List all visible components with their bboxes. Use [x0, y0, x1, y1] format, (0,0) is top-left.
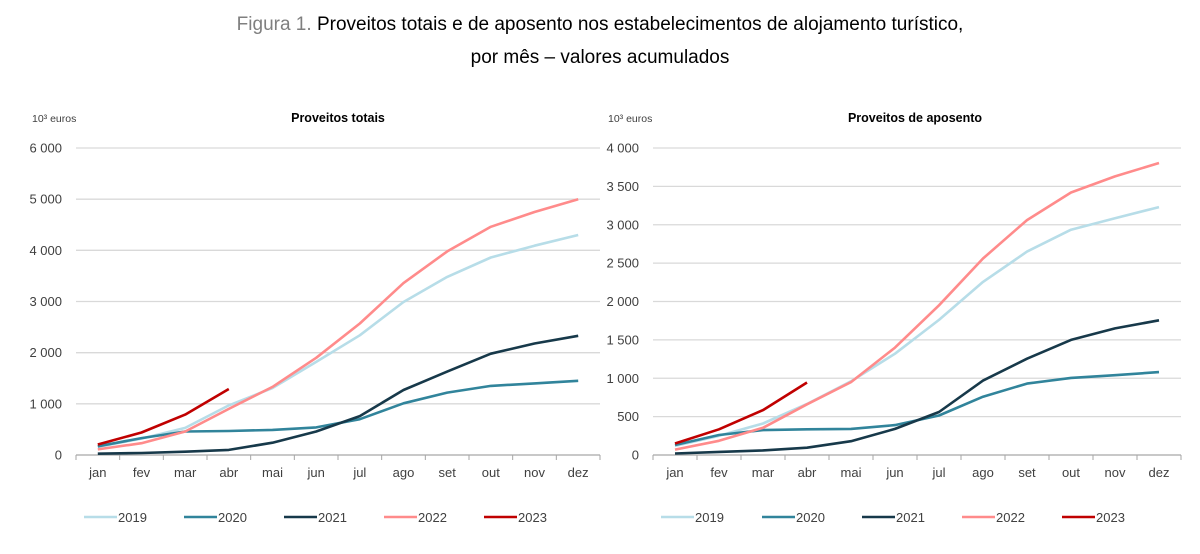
y-tick-label: 500 — [617, 409, 639, 424]
x-tick-label: jun — [306, 465, 324, 480]
x-tick-label: abr — [798, 465, 817, 480]
x-tick-label: mai — [841, 465, 862, 480]
legend-label-2020: 2020 — [796, 510, 825, 525]
series-line-2022 — [674, 161, 1160, 451]
x-tick-label: jul — [352, 465, 366, 480]
legend-label-2022: 2022 — [996, 510, 1025, 525]
series-line-2021 — [97, 334, 579, 455]
series-line-2019 — [97, 233, 579, 449]
series-line-2022 — [97, 197, 579, 451]
figure-title: Figura 1. Proveitos totais e de aposento… — [0, 8, 1200, 74]
figure-number: Figura 1. — [236, 14, 312, 35]
chart-proveitos-totais: 10³ euros Proveitos totais 0 1 000 2 000 3 … — [29, 111, 601, 525]
x-tick-label: abr — [219, 465, 238, 480]
y-tick-label: 3 500 — [606, 179, 639, 194]
x-tick-label: nov — [524, 465, 545, 480]
x-tick-label: nov — [1105, 465, 1126, 480]
x-tick-label: out — [482, 465, 500, 480]
y-tick-label: 4 000 — [29, 243, 62, 258]
y-tick-label: 2 000 — [29, 345, 62, 360]
y-tick-label: 3 000 — [29, 294, 62, 309]
x-tick-label: fev — [133, 465, 151, 480]
series-line-2023 — [97, 387, 230, 446]
y-tick-label: 5 000 — [29, 192, 62, 207]
series-line-2023 — [674, 381, 808, 445]
legend-label-2021: 2021 — [896, 510, 925, 525]
chart-title: Proveitos totais — [291, 111, 385, 125]
x-tick-label: dez — [568, 465, 589, 480]
y-tick-label: 2 000 — [606, 294, 639, 309]
x-axis: jan fev mar abr mai jun jul ago set out nov dez — [75, 454, 601, 480]
legend: 2019 2020 2021 2022 2023 — [661, 510, 1125, 525]
gridlines — [653, 147, 1181, 418]
legend-label-2022: 2022 — [418, 510, 447, 525]
chart-title: Proveitos de aposento — [848, 111, 982, 125]
legend-label-2019: 2019 — [695, 510, 724, 525]
series-line-2019 — [674, 205, 1160, 448]
y-axis-ticks: 0 1 000 2 000 3 000 4 000 5 000 6 000 — [29, 141, 62, 463]
series-lines — [97, 197, 579, 455]
x-tick-label: set — [438, 465, 456, 480]
x-tick-label: out — [1062, 465, 1080, 480]
chart-proveitos-de-aposento: 10³ euros Proveitos de aposento 0 500 1 00… — [606, 111, 1182, 525]
series-lines — [674, 161, 1160, 455]
x-tick-label: fev — [710, 465, 728, 480]
x-tick-label: mar — [174, 465, 197, 480]
x-tick-label: ago — [393, 465, 415, 480]
x-tick-label: set — [1018, 465, 1036, 480]
x-tick-label: mar — [752, 465, 775, 480]
x-tick-label: ago — [972, 465, 994, 480]
x-tick-label: jul — [931, 465, 945, 480]
figure-title-text: Proveitos totais e de aposento nos estab… — [316, 14, 964, 35]
x-tick-label: mai — [262, 465, 283, 480]
legend-label-2023: 2023 — [518, 510, 547, 525]
legend-label-2019: 2019 — [118, 510, 147, 525]
legend: 2019 2020 2021 2022 2023 — [84, 510, 547, 525]
y-axis-ticks: 0 500 1 000 1 500 2 000 2 500 3 000 3 500 4 000 — [606, 141, 639, 463]
y-tick-label: 4 000 — [606, 141, 639, 156]
y-tick-label: 0 — [55, 448, 62, 463]
y-tick-label: 3 000 — [606, 217, 639, 232]
figure-title-line2: por mês – valores acumulados — [470, 47, 730, 68]
y-tick-label: 6 000 — [29, 141, 62, 156]
x-axis: jan fev mar abr mai jun jul ago set out nov dez — [652, 454, 1182, 480]
series-line-2021 — [674, 319, 1160, 455]
legend-label-2023: 2023 — [1096, 510, 1125, 525]
y-tick-label: 1 000 — [29, 396, 62, 411]
y-tick-label: 0 — [632, 448, 639, 463]
x-tick-label: jan — [665, 465, 683, 480]
x-tick-label: jan — [88, 465, 106, 480]
y-tick-label: 2 500 — [606, 256, 639, 271]
figure-title-line1: Figura 1. Proveitos totais e de aposento… — [0, 8, 1200, 41]
series-line-2020 — [674, 370, 1160, 447]
x-tick-label: jun — [885, 465, 903, 480]
y-tick-label: 1 500 — [606, 332, 639, 347]
y-unit-label: 10³ euros — [608, 113, 652, 125]
gridlines — [76, 147, 600, 405]
legend-label-2021: 2021 — [318, 510, 347, 525]
y-tick-label: 1 000 — [606, 371, 639, 386]
y-unit-label: 10³ euros — [32, 113, 76, 125]
legend-label-2020: 2020 — [218, 510, 247, 525]
x-tick-label: dez — [1149, 465, 1170, 480]
